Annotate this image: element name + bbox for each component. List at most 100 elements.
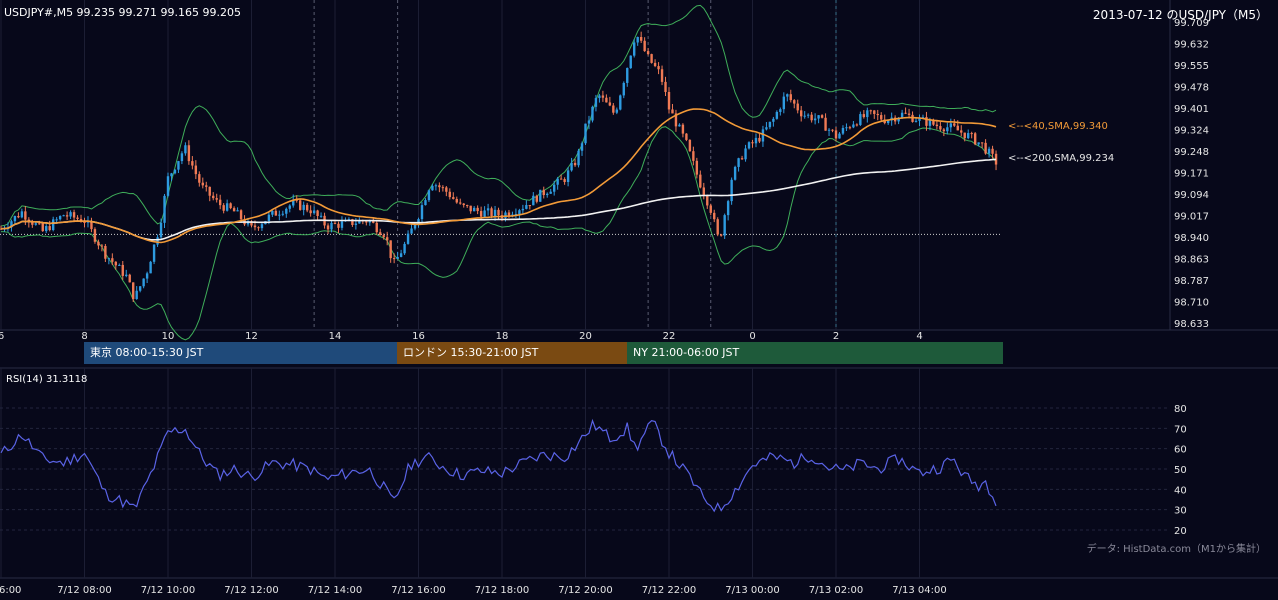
candle-body — [862, 114, 866, 118]
candle-body — [646, 51, 650, 55]
candle-body — [963, 132, 966, 139]
sma40-line — [0, 108, 997, 244]
candle-body — [542, 189, 545, 196]
candle-body — [946, 127, 949, 132]
candle-body — [991, 148, 994, 154]
x-tick-label: 8 — [81, 331, 87, 342]
candle-body — [806, 114, 810, 116]
candle-body — [368, 220, 371, 223]
candle-body — [65, 215, 69, 217]
candle-body — [420, 205, 424, 220]
candle-body — [55, 219, 58, 221]
candle-body — [504, 212, 507, 218]
candle-body — [660, 69, 664, 82]
candle-body — [932, 119, 935, 125]
candle-body — [135, 290, 138, 300]
candle-body — [612, 105, 615, 113]
rsi-x-tick-label: 7/12 18:00 — [475, 585, 529, 596]
candle-body — [295, 199, 298, 201]
candle-body — [476, 207, 479, 212]
y-tick-label: 98.863 — [1174, 255, 1209, 266]
y-tick-label: 99.324 — [1174, 126, 1209, 137]
rsi-label: RSI(14) 31.3118 — [6, 374, 88, 385]
candle-body — [38, 223, 41, 225]
candle-body — [706, 195, 709, 206]
candle-body — [198, 174, 201, 183]
candle-body — [535, 195, 538, 202]
y-tick-label: 99.632 — [1174, 40, 1209, 51]
candle-body — [577, 150, 580, 166]
x-tick-label: 10 — [162, 331, 175, 342]
candle-body — [354, 223, 358, 225]
sma200-line — [0, 158, 997, 241]
candle-body — [205, 185, 208, 187]
candle-body — [288, 205, 291, 209]
candle-body — [855, 124, 859, 126]
rsi-x-tick-label: 7/12 20:00 — [558, 585, 612, 596]
candle-body — [208, 186, 211, 196]
candle-body — [194, 165, 198, 175]
candle-body — [713, 212, 716, 220]
candle-body — [873, 110, 876, 114]
candle-body — [215, 198, 218, 200]
candle-body — [156, 237, 159, 245]
candle-body — [497, 209, 500, 216]
candle-body — [779, 109, 782, 112]
candle-body — [935, 124, 939, 127]
candle-body — [316, 210, 319, 217]
candle-body — [184, 145, 187, 154]
y-tick-label: 99.555 — [1174, 61, 1209, 72]
candle-body — [253, 225, 257, 228]
candle-body — [225, 203, 229, 211]
candle-body — [177, 161, 180, 170]
rsi-y-tick-label: 40 — [1174, 485, 1187, 496]
rsi-line — [0, 418, 997, 513]
x-tick-label: 6 — [0, 331, 4, 342]
candle-body — [466, 205, 469, 207]
candle-body — [880, 115, 883, 120]
candle-body — [218, 199, 222, 206]
candle-body — [107, 258, 111, 260]
candle-body — [260, 224, 264, 229]
candle-body — [758, 137, 761, 142]
candle-body — [448, 191, 452, 198]
candle-body — [747, 142, 751, 149]
candle-body — [841, 127, 845, 134]
candle-body — [299, 200, 302, 210]
candle-body — [653, 62, 657, 67]
x-tick-label: 16 — [412, 331, 425, 342]
x-tick-label: 12 — [245, 331, 258, 342]
candle-body — [100, 245, 104, 247]
candle-body — [222, 205, 225, 211]
candle-body — [636, 37, 639, 43]
candle-body — [737, 158, 740, 167]
y-tick-label: 99.709 — [1174, 18, 1209, 29]
candle-body — [827, 129, 831, 131]
candle-body — [967, 133, 970, 139]
rsi-y-tick-label: 60 — [1174, 445, 1187, 456]
candle-body — [615, 109, 619, 113]
chart-grid — [0, 0, 1278, 579]
candle-body — [559, 178, 563, 180]
candle-body — [845, 127, 848, 129]
candle-body — [163, 195, 166, 223]
rsi-y-tick-label: 20 — [1174, 526, 1187, 537]
candle-body — [312, 210, 316, 214]
candle-body — [51, 219, 55, 231]
x-tick-label: 22 — [663, 331, 676, 342]
candle-body — [469, 205, 472, 212]
symbol-ohlc-header: USDJPY#,M5 99.235 99.271 99.165 99.205 — [4, 6, 242, 19]
candle-body — [695, 160, 699, 175]
candle-body — [643, 40, 646, 52]
candle-body — [93, 229, 97, 242]
candle-body — [152, 244, 156, 262]
candle-body — [34, 223, 37, 225]
candle-body — [678, 124, 681, 127]
rsi-y-tick-label: 80 — [1174, 404, 1187, 415]
candle-body — [479, 211, 483, 217]
candle-body — [953, 123, 956, 126]
candle-body — [285, 208, 288, 214]
candle-body — [138, 286, 142, 291]
candle-body — [229, 203, 232, 209]
session-london: ロンドン 15:30-21:00 JST — [397, 342, 627, 364]
